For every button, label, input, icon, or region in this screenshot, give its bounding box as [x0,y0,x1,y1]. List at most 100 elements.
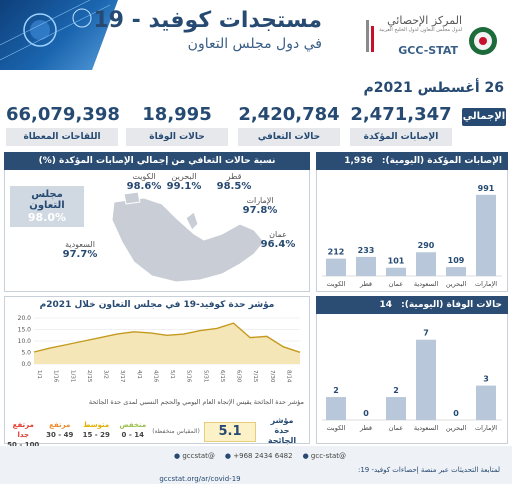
bar-category-label: الإمارات [475,280,497,288]
uae-pct: 97.8% [242,205,278,216]
bar-value-label: 290 [418,241,435,250]
daily-deaths-title: حالات الوفاة (اليومية): [401,300,502,310]
header: مستجدات كوفيد - 19 في دول مجلس التعاون ا… [0,0,512,70]
severity-title: مؤشر حدة كوفيد-19 في مجلس التعاون خلال 2… [39,300,275,310]
footer: ● gccstat@ ● +968 2434 6482 ● gcc-stat@ … [0,446,512,484]
vaccines-label: اللقاحات المعطاة [6,128,118,146]
x-tick-label: 6/15 [219,370,225,383]
footer-url[interactable]: gccstat.org/ar/covid-19 [159,475,241,483]
scale-low: منخفض 0 - 14 [116,420,151,442]
footer-social2-text: gcc-stat@ [310,452,346,460]
deaths-total: 18,995 [142,104,212,125]
scale-medium-name: متوسط [83,421,110,429]
gcc-name: مجلس التعاون [29,189,65,211]
bar-value-label: 233 [358,246,375,255]
saudi-pct: 97.7% [62,249,98,260]
severity-line [33,322,301,353]
bar-category-label: عمان [389,424,404,432]
daily-confirmed-total: 1,936 [344,156,373,166]
bar [476,194,496,276]
x-tick-label: 5/16 [186,370,192,383]
scale-very-high-range: 50 - 100 [7,441,40,449]
scale-very-high-name: مرتفع جدا [12,421,34,439]
uae-name: الإمارات [246,196,274,205]
y-tick-label: 15.0 [18,327,32,334]
severity-chart: 0.0 5.0 10.0 15.0 20.0 1/1 1/16 1/31 2/15 3/2 3/17… [18,315,301,383]
gcc-logo-icon [469,27,497,55]
bar-category-label: الكويت [327,424,346,432]
x-tick-label: 4/1 [136,370,142,379]
kuwait-pct: 98.6% [126,181,162,192]
bar [326,258,346,276]
bar-value-label: 7 [423,329,429,338]
bar-value-label: 2 [393,386,399,395]
bar [386,267,406,276]
footer-note: لمتابعة التحديثات عبر منصة إحصاءات كوفيد… [357,466,500,474]
scale-low-range: 0 - 14 [121,431,144,439]
bar [416,339,436,420]
gcc-map [111,191,265,283]
oman-pct: 96.4% [260,239,296,250]
bar [476,385,496,420]
page-title: مستجدات كوفيد - 19 [93,8,322,33]
scale-high-name: مرتفع [49,421,71,429]
bar-category-label: الكويت [327,280,346,288]
recovered-label: حالات التعافي [238,128,340,146]
footer-phone-text: +968 2434 6482 [233,452,293,460]
x-tick-label: 1/1 [36,370,42,379]
severity-scale: منخفض 0 - 14 متوسط 15 - 29 مرتفع 30 - 49… [6,420,151,449]
severity-panel [4,296,310,444]
saudi-name: السعودية [65,240,95,249]
bar-category-label: عمان [389,280,404,288]
y-tick-label: 10.0 [18,338,32,345]
x-tick-label: 2/15 [86,370,92,383]
bar [416,252,436,276]
org-tagline: لدول مجلس التعاون لدول الخليج العربية [379,27,462,33]
severity-scale-label: (المقياس منخفظة) [152,428,200,435]
kuwait-name: الكويت [132,172,156,181]
org-name-en: GCC-STAT [398,44,458,57]
qatar-name: قطر [226,172,242,181]
bar-category-label: البحرين [446,280,466,288]
bar-category-label: قطر [359,424,372,432]
x-tick-label: 5/31 [202,370,208,382]
gcc-stat-logo-icon [366,20,374,52]
bar-category-label: البحرين [446,424,466,432]
y-tick-label: 0.0 [21,361,31,368]
qatar-pct: 98.5% [216,181,252,192]
bar-value-label: 2 [333,386,339,395]
x-tick-label: 7/15 [252,370,258,383]
x-tick-label: 4/16 [152,370,158,383]
y-tick-label: 5.0 [21,350,31,357]
oman-name: عمان [269,230,287,239]
x-tick-label: 1/16 [53,370,59,383]
bar-category-label: قطر [359,280,372,288]
bar [446,267,466,276]
deaths-label: حالات الوفاة [126,128,228,146]
bar [356,256,376,276]
severity-index-value: 5.1 [204,422,256,442]
x-tick-label: 1/31 [69,370,75,382]
severity-area [34,323,300,364]
bar-value-label: 3 [483,375,489,384]
bahrain-pct: 99.1% [166,181,202,192]
scale-high: مرتفع 30 - 49 [43,420,78,442]
daily-deaths-header: حالات الوفاة (اليومية): 14 [316,296,508,314]
gcc-pct: 98.0% [27,211,67,224]
daily-deaths-chart: 2 الكويت 0 قطر 2 عمان 7 السعودية 0 البحرين 3 الإمار… [322,329,502,432]
footer-phone[interactable]: ● +968 2434 6482 [225,452,293,460]
footer-social2[interactable]: ● gcc-stat@ [303,452,346,460]
footer-social1[interactable]: ● gccstat@ [174,452,215,460]
virus-graphic-icon [0,0,111,61]
phone-icon: ● [224,452,232,460]
org-name: المركز الإحصائي [387,14,462,27]
scale-very-high: مرتفع جدا 50 - 100 [6,420,41,449]
footer-social1-text: gccstat@ [182,452,215,460]
bar-value-label: 991 [478,184,495,193]
scale-medium: متوسط 15 - 29 [79,420,114,442]
severity-index-label: مؤشر حدة الجائحة [267,416,297,445]
footer-contacts: ● gccstat@ ● +968 2434 6482 ● gcc-stat@ [140,452,380,460]
confirmed-label: الإصابات المؤكدة [350,128,452,146]
x-tick-label: 5/1 [169,370,175,379]
gcc-recovery-box: مجلس التعاون 98.0% [10,186,84,227]
